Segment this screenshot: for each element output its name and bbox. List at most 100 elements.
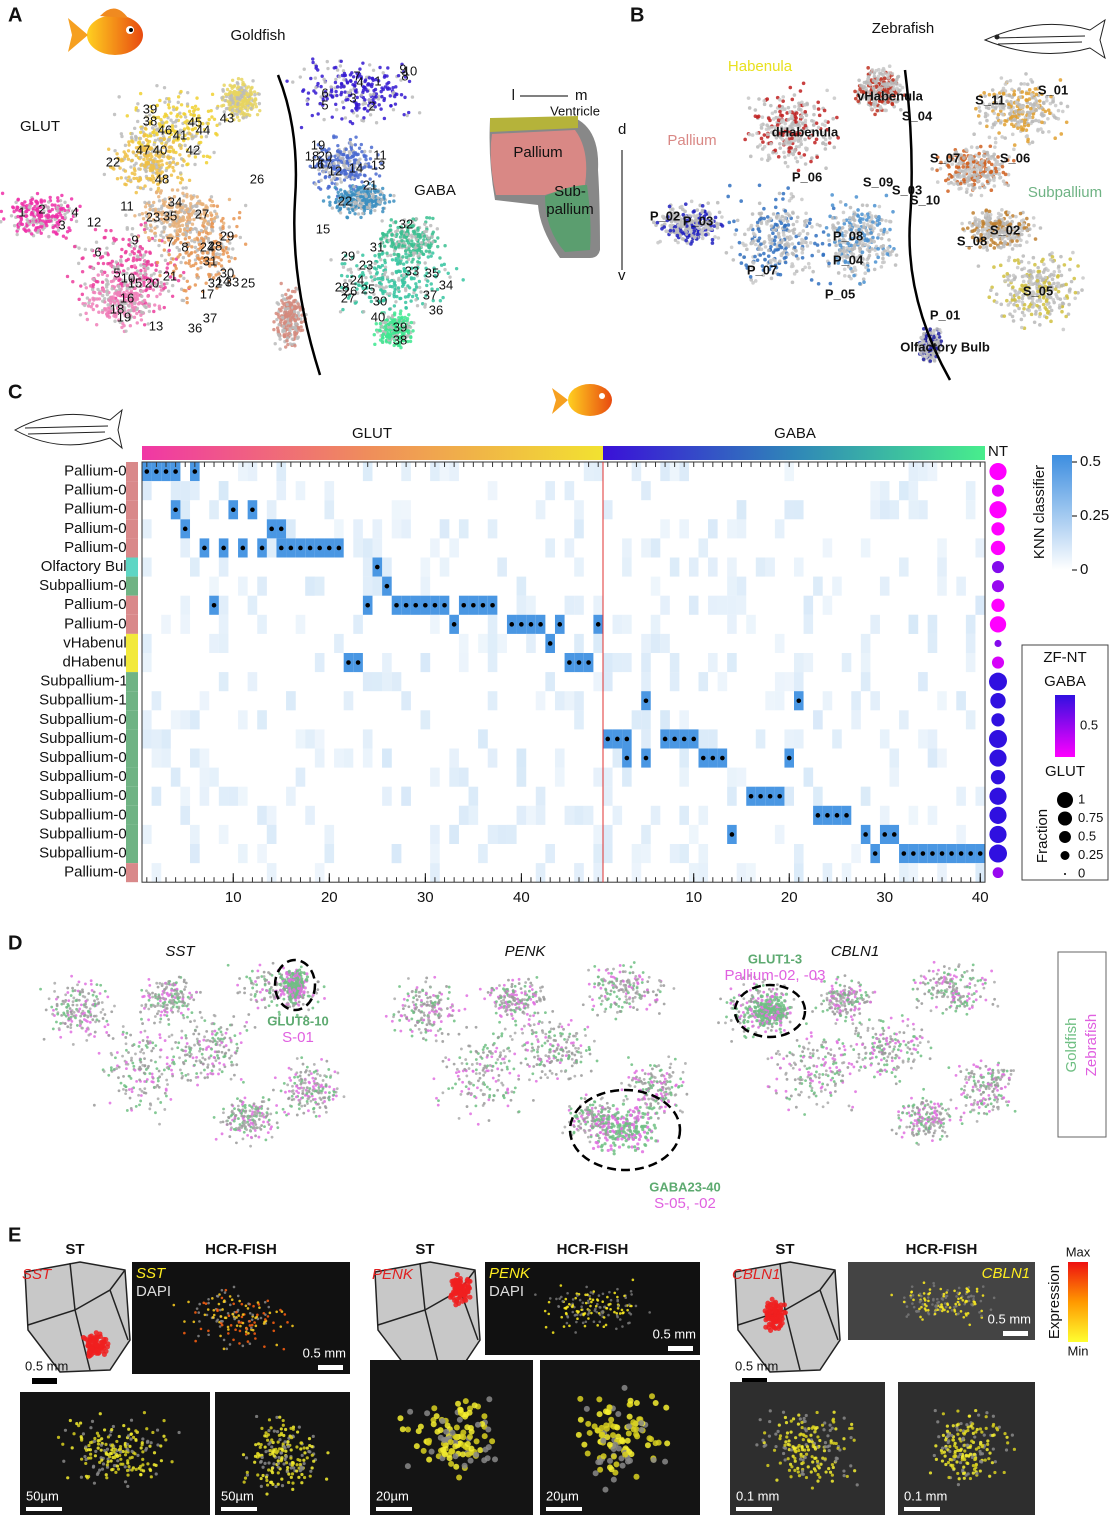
cell-dot bbox=[416, 243, 420, 248]
cell-dot bbox=[240, 102, 245, 107]
cell-dot bbox=[122, 150, 126, 154]
cell-dot bbox=[751, 281, 755, 285]
cell-dot bbox=[143, 268, 147, 273]
cluster-label: 29 bbox=[220, 228, 234, 243]
cell-dot bbox=[781, 95, 786, 99]
cell-dot bbox=[14, 200, 18, 205]
cell-dot bbox=[392, 252, 396, 256]
cell-dot bbox=[193, 120, 197, 125]
cell-dot bbox=[234, 234, 238, 238]
cell-dot bbox=[183, 133, 187, 138]
cell-dot bbox=[115, 176, 120, 181]
cell-dot bbox=[185, 207, 190, 211]
cell-dot bbox=[197, 232, 201, 237]
cell-dot bbox=[753, 254, 757, 259]
cell-dot bbox=[341, 307, 345, 312]
cell-dot bbox=[161, 235, 165, 240]
cell-dot bbox=[130, 226, 135, 231]
cell-dot bbox=[42, 199, 47, 203]
cell-dot bbox=[114, 260, 118, 264]
cell-dot bbox=[821, 253, 825, 258]
cell-dot bbox=[165, 281, 169, 286]
cell-dot bbox=[312, 89, 316, 93]
cell-dot bbox=[106, 262, 110, 266]
cell-dot bbox=[169, 118, 173, 122]
cell-dot bbox=[410, 95, 415, 99]
cell-dot bbox=[223, 98, 227, 103]
cell-dot bbox=[404, 306, 408, 310]
cell-dot bbox=[385, 82, 389, 86]
cell-dot bbox=[196, 107, 200, 111]
cell-dot bbox=[127, 238, 131, 242]
cell-dot bbox=[790, 97, 795, 102]
cell-dot bbox=[348, 78, 353, 83]
cell-dot bbox=[168, 155, 173, 160]
cell-dot bbox=[227, 259, 232, 263]
cell-dot bbox=[58, 219, 62, 223]
cell-dot bbox=[374, 267, 378, 271]
cell-dot bbox=[786, 244, 791, 248]
cell-dot bbox=[769, 224, 774, 228]
cell-dot bbox=[369, 275, 374, 279]
cell-dot bbox=[37, 210, 41, 214]
cell-dot bbox=[783, 223, 788, 228]
cell-dot bbox=[821, 141, 826, 145]
cell-dot bbox=[357, 198, 361, 202]
cell-dot bbox=[377, 284, 382, 289]
cell-dot bbox=[153, 234, 158, 238]
cell-dot bbox=[123, 169, 128, 173]
cell-dot bbox=[747, 106, 752, 110]
cell-dot bbox=[789, 146, 793, 150]
cell-dot bbox=[742, 243, 746, 248]
cell-dot bbox=[205, 154, 209, 159]
cluster-label: 22 bbox=[106, 154, 120, 169]
cell-dot bbox=[142, 323, 147, 327]
cell-dot bbox=[344, 175, 348, 179]
cell-dot bbox=[150, 109, 154, 113]
cluster-label: 48 bbox=[155, 171, 169, 186]
cell-dot bbox=[396, 286, 401, 290]
cell-dot bbox=[122, 269, 126, 273]
cell-dot bbox=[147, 279, 151, 284]
cell-dot bbox=[759, 247, 764, 252]
cell-dot bbox=[141, 216, 146, 221]
embedding bbox=[651, 64, 1085, 364]
cell-dot bbox=[154, 116, 158, 120]
cell-dot bbox=[828, 281, 833, 286]
cell-dot bbox=[807, 221, 812, 225]
cell-dot bbox=[403, 280, 407, 285]
cell-dot bbox=[117, 318, 121, 322]
cell-dot bbox=[759, 136, 764, 141]
cell-dot bbox=[380, 263, 385, 268]
cell-dot bbox=[298, 328, 303, 333]
cell-dot bbox=[339, 188, 343, 192]
cell-dot bbox=[301, 88, 306, 92]
cell-dot bbox=[362, 205, 366, 209]
cell-dot bbox=[383, 258, 387, 263]
cell-dot bbox=[143, 205, 148, 209]
cell-dot bbox=[284, 312, 288, 316]
cell-dot bbox=[365, 205, 370, 210]
cell-dot bbox=[287, 313, 292, 318]
cell-dot bbox=[786, 164, 790, 169]
cell-dot bbox=[389, 253, 393, 258]
cell-dot bbox=[759, 242, 763, 246]
label: GABA bbox=[414, 182, 456, 199]
cell-dot bbox=[285, 339, 289, 343]
cell-dot bbox=[187, 178, 192, 183]
cell-dot bbox=[226, 247, 231, 251]
cell-dot bbox=[185, 279, 190, 283]
cell-dot bbox=[246, 98, 251, 103]
cell-dot bbox=[309, 76, 313, 81]
cell-dot bbox=[30, 197, 35, 201]
cell-dot bbox=[778, 141, 782, 146]
cell-dot bbox=[774, 197, 778, 202]
cluster-label: 23 bbox=[146, 209, 160, 224]
cell-dot bbox=[759, 126, 764, 130]
cell-dot bbox=[392, 304, 397, 308]
cell-dot bbox=[146, 259, 150, 264]
cell-dot bbox=[299, 125, 304, 130]
cell-dot bbox=[416, 226, 420, 231]
cell-dot bbox=[278, 320, 283, 324]
cell-dot bbox=[87, 301, 91, 305]
